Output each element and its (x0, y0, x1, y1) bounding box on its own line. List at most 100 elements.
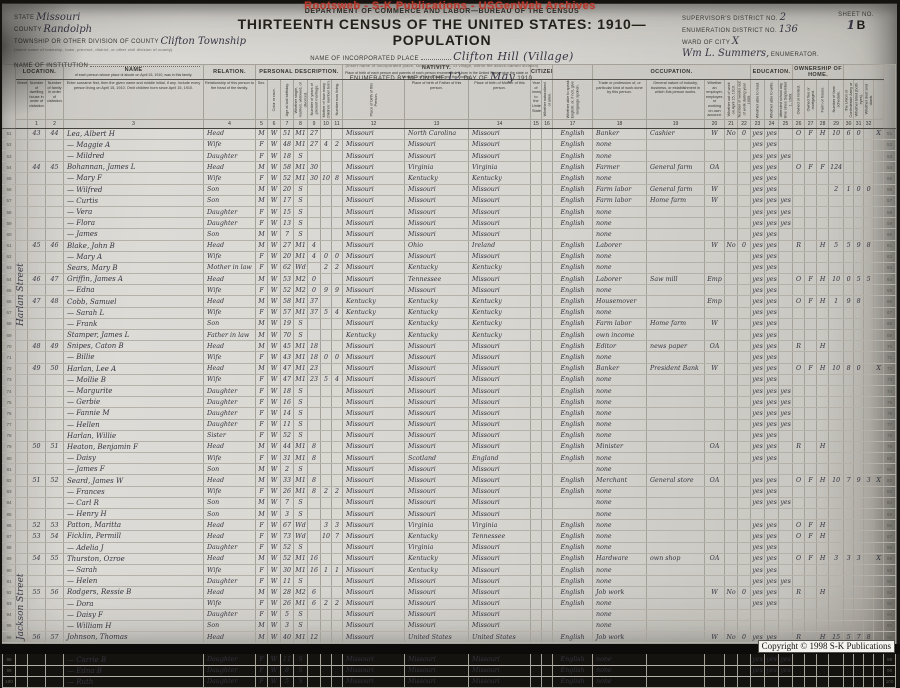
cell-farm-or-house (816, 385, 830, 398)
cell-street (15, 665, 28, 677)
cell-mark-1 (843, 497, 855, 510)
cell-color: W (267, 665, 281, 677)
cell-mother-birthplace: Missouri (468, 609, 532, 621)
cell-occupation: none (592, 251, 648, 263)
cell-farm-schedule (828, 463, 845, 476)
cell-line-number-right: 95 (883, 620, 897, 633)
cell-father-birthplace: Missouri (404, 363, 470, 375)
cell-naturalization (541, 139, 554, 152)
cell-farm-schedule (828, 676, 845, 688)
cell-farm-or-house: H (816, 474, 830, 487)
column-description: Mother of how many children: number born… (320, 79, 332, 120)
cell-family-number (45, 430, 64, 442)
cell-can-write (764, 609, 780, 621)
cell-street (15, 463, 28, 476)
cell-home-free-mortgaged (804, 184, 818, 196)
cell-occupation: Laborer (592, 273, 648, 286)
cell-mark-1 (843, 508, 855, 521)
column-description: Relationship of this person to the head … (203, 79, 256, 120)
cell-immigration-year (530, 486, 543, 498)
cell-weeks-out-of-work (737, 150, 752, 163)
cell-can-write (764, 463, 780, 476)
cell-birthplace: Missouri (342, 441, 406, 454)
cell-family-number (45, 396, 64, 409)
cell-employer-status (704, 486, 726, 498)
cell-can-write: yes (764, 240, 780, 252)
place-label: NAME OF INCORPORATED PLACE (310, 56, 419, 62)
cell-employer-status (704, 217, 726, 230)
cell-home-free-mortgaged (804, 374, 818, 386)
cell-can-write: yes (764, 184, 780, 196)
cell-occupation: none (592, 284, 648, 297)
cell-mark-4 (873, 217, 885, 230)
cell-dwelling-number (27, 217, 46, 230)
cell-naturalization (541, 307, 554, 319)
cell-can-read: yes (750, 530, 766, 543)
cell-mark-2 (853, 161, 865, 174)
cell-mark-4 (873, 228, 885, 241)
cell-home-owned-rented (792, 676, 806, 688)
cell-age: 2 (280, 463, 294, 476)
cell-can-write: yes (764, 363, 780, 375)
cell-color: W (267, 631, 281, 644)
state-value: Missouri (36, 12, 81, 23)
cell-color: W (267, 396, 281, 409)
cell-children-living (330, 407, 344, 420)
cell-family-number (45, 150, 64, 163)
cell-weeks-out-of-work (737, 530, 752, 543)
cell-mark-3 (863, 262, 875, 275)
cell-street (15, 452, 28, 465)
column-number: 26 (792, 118, 806, 129)
cell-mother-birthplace: Missouri (468, 497, 532, 510)
cell-mark-3 (863, 530, 875, 543)
cell-mother-birthplace: Missouri (468, 217, 532, 230)
cell-mark-1 (843, 262, 855, 275)
cell-birthplace: Missouri (342, 430, 406, 442)
cell-industry (646, 598, 706, 610)
cell-children-born (320, 318, 332, 331)
cell-mark-4: X (873, 363, 885, 375)
cell-person-name: — Ruth (63, 676, 204, 688)
cell-mother-birthplace: Missouri (468, 351, 532, 364)
cell-mark-3 (863, 396, 875, 409)
cell-weeks-out-of-work (737, 228, 752, 241)
cell-employer-status: OA (704, 340, 726, 353)
cell-immigration-year (530, 217, 543, 230)
cell-family-number (45, 228, 64, 241)
cell-age: 45 (280, 340, 294, 353)
cell-dwelling-number (27, 463, 46, 476)
cell-line-number-right: 62 (883, 251, 897, 263)
cell-home-owned-rented: O (792, 295, 806, 308)
cell-age: 52 (280, 553, 294, 565)
cell-can-read (750, 620, 766, 633)
township-label: TOWNSHIP OR OTHER DIVISION OF COUNTY (14, 39, 159, 45)
cell-mark-3 (863, 329, 875, 342)
cell-farm-schedule (828, 542, 845, 554)
cell-mark-2 (853, 542, 865, 554)
cell-dwelling-number (27, 452, 46, 465)
cell-years-married (307, 609, 321, 621)
census-row: 92 55 56 Rodgers, Ressie B Head M W 28 M2 6 Missou… (2, 586, 897, 599)
cell-relation: Mother in law (203, 262, 256, 275)
cell-mother-birthplace: Kentucky (468, 329, 532, 342)
cell-line-number-right: 98 (883, 653, 897, 666)
cell-children-born (320, 665, 332, 677)
cell-years-married (307, 385, 321, 398)
cell-industry (646, 519, 706, 532)
cell-weeks-out-of-work (737, 195, 752, 207)
cell-birthplace: Missouri (342, 251, 406, 263)
cell-mark-2 (853, 620, 865, 633)
cell-father-birthplace: Missouri (404, 396, 470, 409)
cell-dwelling-number: 53 (27, 530, 46, 543)
cell-farm-schedule (828, 598, 845, 610)
cell-home-owned-rented (792, 374, 806, 386)
cell-children-born: 9 (320, 284, 332, 297)
cell-farm-schedule (828, 609, 845, 621)
cell-children-living (330, 586, 344, 599)
cell-person-name: — James (63, 228, 204, 241)
column-description: Farm or house. (816, 79, 829, 120)
cell-age: 58 (280, 295, 294, 308)
cell-street (15, 240, 28, 252)
cell-occupation: none (592, 172, 648, 185)
column-number: 4 (203, 118, 256, 129)
